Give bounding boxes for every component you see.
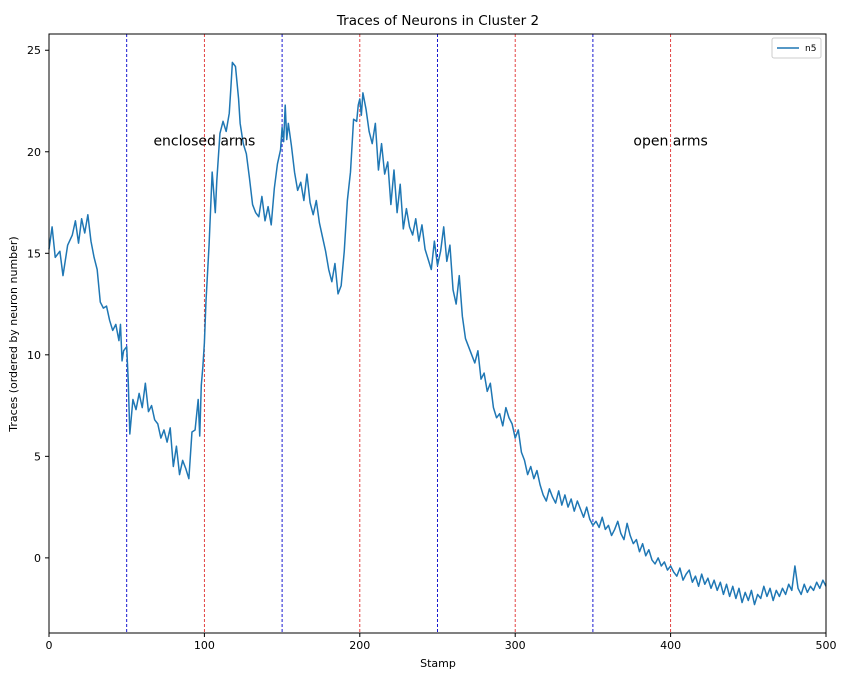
x-axis-ticks: 0 100 200 300 400 500: [46, 633, 837, 652]
y-axis-label: Traces (ordered by neuron number): [7, 236, 20, 432]
x-tick-label-400: 400: [660, 639, 681, 652]
legend: n5: [771, 37, 822, 59]
y-tick-label-10: 10: [27, 349, 41, 362]
y-tick-label-15: 15: [27, 247, 41, 260]
annotation-layer: enclosed arms open arms: [153, 134, 707, 150]
vertical-markers: [126, 34, 672, 633]
y-tick-label-5: 5: [34, 450, 41, 463]
x-tick-label-500: 500: [816, 639, 837, 652]
legend-label-n5: n5: [805, 44, 816, 54]
y-tick-label-20: 20: [27, 146, 41, 159]
annotation-0: enclosed arms: [153, 134, 255, 150]
series-line-n5: [48, 61, 827, 606]
x-tick-label-300: 300: [505, 639, 526, 652]
x-tick-label-0: 0: [46, 639, 53, 652]
y-tick-label-0: 0: [34, 552, 41, 565]
y-tick-label-25: 25: [27, 44, 41, 57]
series-layer: [48, 61, 827, 606]
y-axis-ticks: 0 5 10 15 20 25: [27, 44, 49, 565]
annotation-1: open arms: [633, 134, 707, 150]
x-axis-label: Stamp: [420, 657, 456, 670]
x-tick-label-200: 200: [349, 639, 370, 652]
x-tick-label-100: 100: [194, 639, 215, 652]
chart-title: Traces of Neurons in Cluster 2: [336, 13, 539, 29]
plot-frame: [48, 33, 827, 634]
